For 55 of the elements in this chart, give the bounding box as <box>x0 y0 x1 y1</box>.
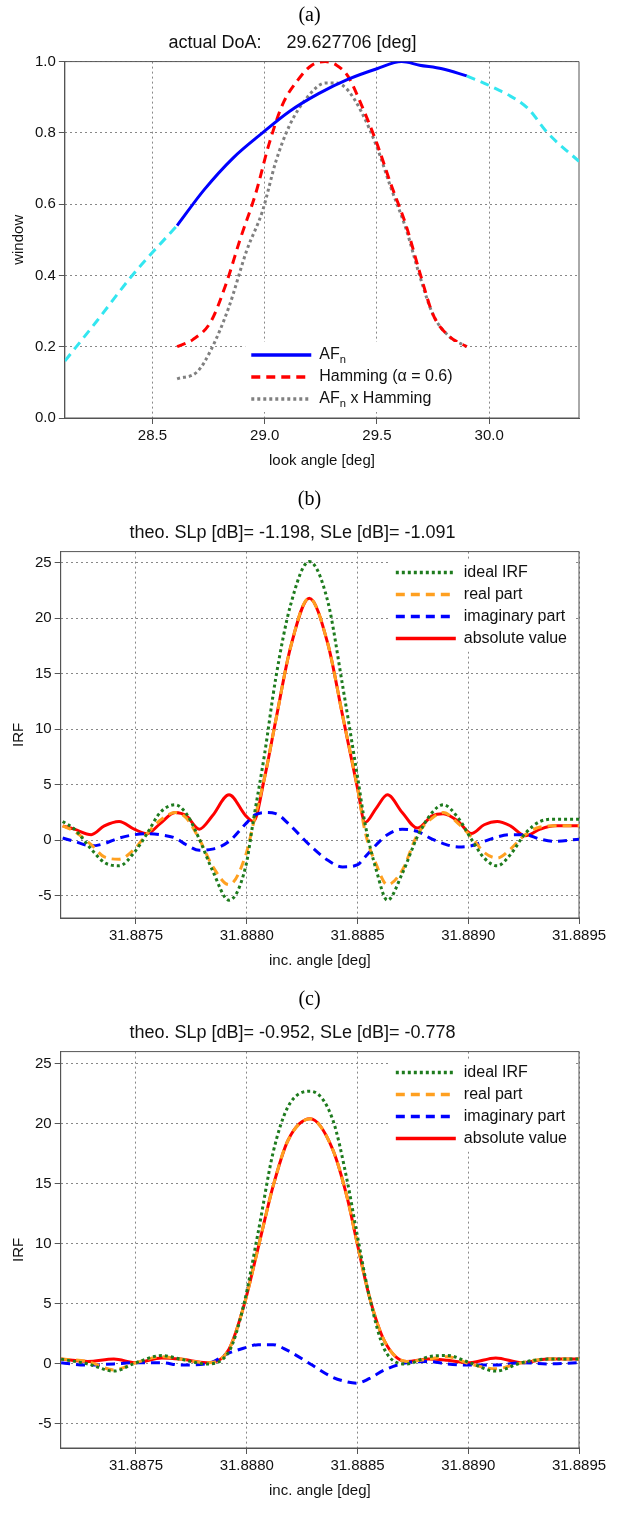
y-tick-label: 25 <box>35 1053 52 1071</box>
x-tick-label: 31.8890 <box>441 926 496 944</box>
y-tick-label: 20 <box>35 608 52 626</box>
x-tick-label: 31.8880 <box>219 926 274 944</box>
x-tick-label: 31.8880 <box>219 1456 274 1474</box>
y-tick-label: 20 <box>35 1113 52 1131</box>
legend-label: absolute value <box>463 1129 568 1147</box>
y-tick-label: 0 <box>43 830 52 848</box>
y-tick-label: 5 <box>43 774 52 792</box>
x-axis-title: look angle [deg] <box>268 451 375 469</box>
chart-title: theo. SLp [dB]= -0.952, SLe [dB]= -0.778 <box>129 1021 456 1042</box>
legend-label: real part <box>463 1085 524 1103</box>
y-tick-label: 0 <box>43 1354 52 1372</box>
y-tick-label: 5 <box>43 1294 52 1311</box>
legend-label: ideal IRF <box>463 1063 529 1081</box>
chart-title: theo. SLp [dB]= -1.198, SLe [dB]= -1.091 <box>129 521 456 542</box>
legend-label: absolute value <box>463 629 568 647</box>
legend-label: imaginary part <box>463 607 566 625</box>
y-tick-label: 25 <box>35 552 52 570</box>
x-tick-label: 28.5 <box>137 426 168 444</box>
y-tick-label: 0.8 <box>34 123 56 141</box>
x-tick-label: 31.8895 <box>551 926 607 944</box>
x-tick-label: 31.8875 <box>108 1456 164 1474</box>
x-tick-label: 30.0 <box>474 426 504 444</box>
y-tick-label: 15 <box>35 663 52 681</box>
text: (a) <box>297 2 322 28</box>
y-tick-label: 1.0 <box>34 51 56 69</box>
y-tick-label: 10 <box>35 1233 52 1251</box>
y-tick-label: 0.4 <box>34 265 56 283</box>
x-tick-label: 31.8875 <box>108 926 164 944</box>
text: (c) <box>297 986 322 1012</box>
x-tick-label: 31.8885 <box>330 1456 385 1474</box>
y-tick-label: 10 <box>35 719 52 737</box>
x-tick-label: 31.8890 <box>441 1456 496 1474</box>
x-tick-label: 31.8895 <box>551 1456 607 1474</box>
y-tick-label: -5 <box>38 1414 52 1432</box>
y-tick-label: 0.0 <box>34 408 56 426</box>
legend-label: ideal IRF <box>463 563 529 581</box>
legend-label: imaginary part <box>463 1107 566 1125</box>
text: (b) <box>296 486 323 512</box>
x-axis-title: inc. angle [deg] <box>268 951 371 969</box>
x-axis-title: inc. angle [deg] <box>268 1481 371 1499</box>
legend-label: real part <box>463 585 524 603</box>
x-tick-label: 29.0 <box>250 426 280 444</box>
y-axis-title: IRF <box>9 1237 27 1262</box>
chart-title: actual DoA: 29.627706 [deg] <box>168 31 417 52</box>
y-axis-title: IRF <box>9 722 27 747</box>
x-tick-label: 31.8885 <box>330 926 385 944</box>
y-axis-title: window <box>9 214 27 266</box>
y-tick-label: -5 <box>38 885 52 903</box>
x-tick-label: 29.5 <box>362 426 392 444</box>
y-tick-label: 0.6 <box>34 194 56 212</box>
y-tick-label: 0.2 <box>34 336 56 354</box>
y-tick-label: 15 <box>35 1173 52 1191</box>
legend-label: Hamming (α = 0.6) <box>319 367 453 385</box>
